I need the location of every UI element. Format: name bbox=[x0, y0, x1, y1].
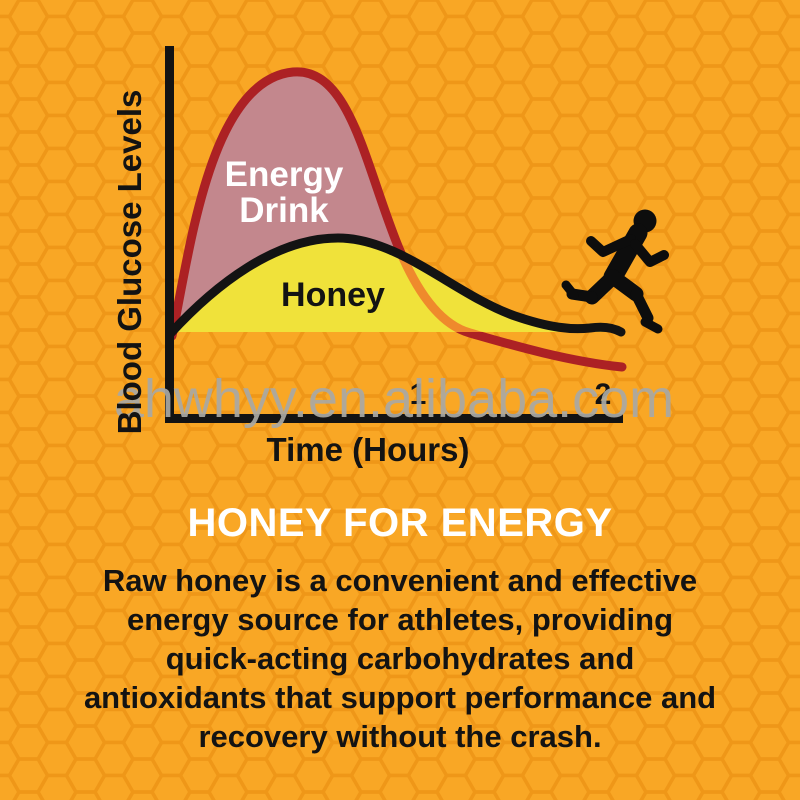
honey-label: Honey bbox=[281, 276, 385, 314]
energy-drink-curve bbox=[167, 67, 627, 372]
body-line-2: energy source for athletes, providing bbox=[126, 602, 674, 637]
x-tick-2: 2 bbox=[595, 378, 612, 411]
body-line-5: recovery without the crash. bbox=[198, 719, 602, 754]
page-title: HONEY FOR ENERGY bbox=[187, 501, 613, 545]
y-axis-label: Blood Glucose Levels bbox=[111, 90, 148, 435]
honey-curve bbox=[165, 233, 626, 339]
x-tick-1: 1 bbox=[410, 378, 427, 411]
chart-axes bbox=[165, 46, 623, 423]
body-line-3: quick-acting carbohydrates and bbox=[165, 641, 635, 676]
energy-drink-label-line1: Energy bbox=[225, 155, 344, 194]
body-line-1: Raw honey is a convenient and effective bbox=[102, 563, 698, 598]
x-axis-label: Time (Hours) bbox=[267, 431, 470, 468]
body-line-4: antioxidants that support performance an… bbox=[83, 680, 717, 715]
energy-drink-label-line2: Drink bbox=[239, 191, 329, 230]
body-text: Raw honey is a convenient and effective … bbox=[0, 561, 800, 756]
honey-area bbox=[170, 237, 621, 332]
watermark-text: ahwhyy.en.alibaba.com bbox=[114, 369, 674, 429]
runner-icon bbox=[561, 209, 669, 334]
